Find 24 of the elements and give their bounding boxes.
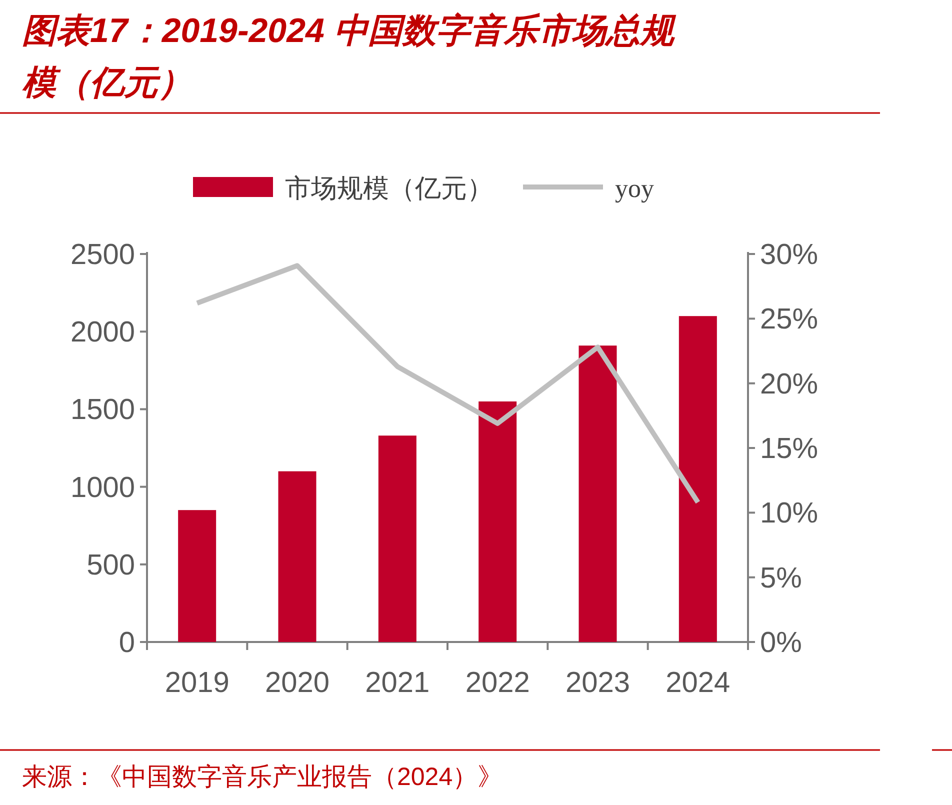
y2-tick-label: 30% — [760, 239, 818, 271]
y-tick-label: 500 — [86, 549, 135, 582]
y2-tick-label: 15% — [760, 433, 818, 465]
x-tick-label: 2023 — [565, 667, 630, 699]
annotation: 来源：《中国数字音乐产业报告（2024）》 — [22, 763, 503, 791]
legend-label: yoy — [615, 174, 654, 203]
y2-tick-label: 20% — [760, 368, 818, 400]
x-tick-label: 2024 — [666, 667, 730, 699]
y-tick-label: 1500 — [70, 394, 135, 426]
title: 图表17：2019-2024 中国数字音乐市场总规模（亿元） — [22, 12, 674, 102]
y2-tick-label: 25% — [760, 304, 818, 336]
x-tick-label: 2020 — [264, 667, 330, 699]
y2-tick-label: 0% — [760, 627, 802, 659]
x-tick-label: 2022 — [465, 667, 530, 699]
y2-tick-label: 10% — [760, 498, 818, 530]
legend-label: 市场规模（亿元） — [285, 174, 493, 203]
x-tick-label: 2019 — [164, 667, 230, 699]
plot: 0 500 1000 1500 2000 2500 0% 5% 10% 15% 20% 25% 30% 2019 2020 2021 2022 2023 2024 — [70, 239, 818, 699]
y2-tick-label: 5% — [760, 562, 802, 594]
y-tick-label: 0 — [118, 627, 135, 659]
x-tick-label: 2021 — [365, 667, 430, 699]
y-tick-label: 2000 — [70, 316, 135, 349]
y-tick-label: 1000 — [70, 472, 135, 504]
y-tick-label: 2500 — [70, 239, 135, 271]
